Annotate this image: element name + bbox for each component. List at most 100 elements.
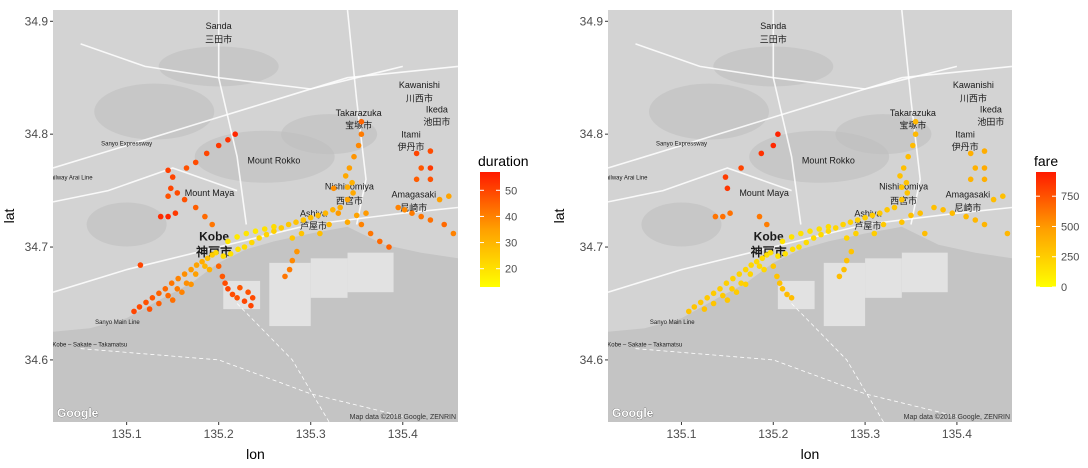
port-island [223,280,261,310]
station-point [854,217,861,223]
station-point [209,252,215,258]
station-point [156,300,162,307]
terrain-shading [835,114,932,155]
legend-colorbar [480,172,500,287]
station-point [367,230,374,237]
station-point [193,262,200,268]
port-island [269,262,311,327]
station-point [307,214,314,221]
station-point [847,219,854,225]
map-place-label: 池田市 [977,116,1004,127]
station-point [832,225,839,231]
legend-colorbar [1036,172,1056,287]
station-point [235,246,241,253]
station-point [293,219,299,225]
station-point [203,150,210,157]
legend-title: fare [1034,153,1058,169]
station-point [278,225,285,231]
station-point [237,284,243,291]
station-point [427,217,434,223]
map-place-label: Itami [955,130,975,140]
station-point [710,300,717,307]
station-point [199,258,205,265]
station-point [337,204,344,211]
x-axis-title: lon [246,446,265,462]
station-point [183,165,190,171]
station-point [256,235,263,241]
y-tick-label: 34.9 [25,14,49,28]
station-point [271,228,277,234]
station-point [175,275,181,282]
station-point [880,221,887,228]
y-tick-label: 34.8 [580,127,604,141]
fare-legend: fare 0 250 500 750 [1034,153,1079,294]
station-point [899,196,905,203]
station-point [181,271,188,277]
station-point [862,214,868,221]
station-point [917,210,923,216]
station-point [344,219,351,225]
road-line [53,167,238,203]
station-point [990,196,997,203]
station-point [300,217,307,223]
station-point [963,213,969,220]
station-point [717,286,723,292]
station-point [377,238,383,245]
map-place-label: 伊丹市 [952,141,979,152]
station-point [891,204,898,211]
map-place-label: Sanyo Main Line [95,320,140,326]
map-place-label: Itami [401,130,421,140]
station-point [165,292,171,299]
station-point [981,221,988,228]
station-point [871,230,878,237]
station-point [779,286,786,292]
x-tick-label: 135.1 [666,427,696,441]
map-place-label: Sanyo Expressway [101,141,152,147]
map-place-label: 三田市 [205,34,232,45]
map-data-credit: Map data ©2018 Google, ZENRIN [350,413,456,421]
legend-tick-label: 20 [505,264,517,276]
station-point [330,185,337,192]
station-point [358,118,365,125]
station-point [229,291,236,298]
map-place-label: 池田市 [423,116,450,127]
map-place-label: 宝塚市 [899,120,926,131]
station-point [910,142,916,149]
x-tick-label: 135.3 [850,427,880,441]
station-point [742,281,749,288]
station-point [335,210,342,216]
legend-tick-label: 0 [1061,282,1067,294]
station-point [243,230,250,237]
duration-axes: 135.1 135.2 135.3 135.4 34.6 34.7 34.8 34.9 lon l… [1,14,418,462]
station-point [775,131,781,137]
map-place-label: Takarazuka [890,108,936,118]
station-point [753,258,760,265]
y-axis-title: lat [551,209,567,224]
fare-axes: 135.1 135.2 135.3 135.4 34.6 34.7 34.8 34.9 lon l… [551,14,972,462]
port-island [347,252,394,293]
station-point [818,231,824,238]
duration-points [131,118,457,315]
map-place-label: 宝塚市 [345,120,372,131]
station-point [165,167,171,174]
map-place-label: 芦屋市 [854,220,881,231]
map-place-label: Mount Rokko [247,156,300,166]
station-point [169,297,176,303]
station-point [220,253,227,259]
map-place-label: Amagasaki [392,189,437,199]
station-point [202,263,208,270]
duration-legend: duration 20 30 40 50 [478,153,529,287]
station-point [738,165,744,171]
station-point [912,118,919,125]
station-point [742,266,749,273]
station-point [756,213,763,220]
station-point [869,212,876,219]
map-place-label: Kawanishi [399,80,440,90]
x-tick-label: 135.2 [204,427,234,441]
station-point [779,238,786,245]
station-point [900,165,907,171]
terrain-shading [86,202,167,247]
legend-tick-label: 30 [505,238,517,250]
station-point [181,196,188,203]
